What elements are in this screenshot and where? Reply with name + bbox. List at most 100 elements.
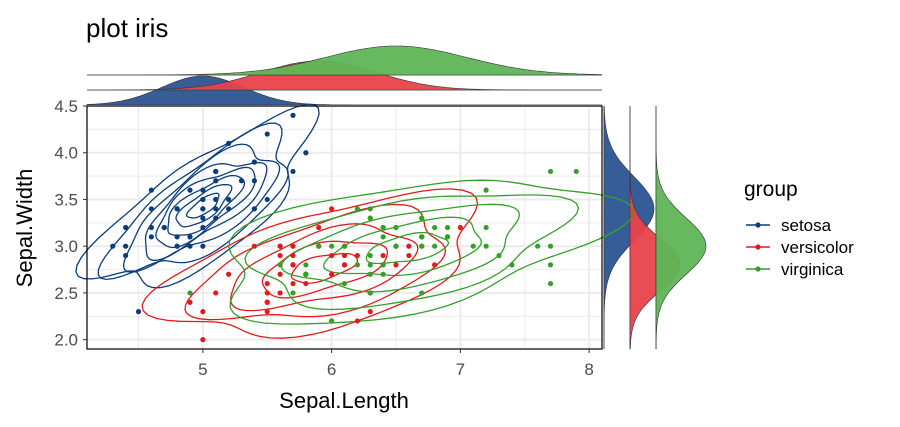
virginica-point [444,234,451,240]
virginica-point [444,224,451,231]
versicolor-point [290,280,296,287]
setosa-right-density [603,105,655,349]
x-tick-label: 8 [584,360,593,379]
setosa-contour [155,166,256,249]
virginica-point [341,243,348,249]
virginica-point [393,224,399,231]
versicolor-contour [261,240,389,299]
virginica-contour [322,216,482,277]
virginica-point [470,243,476,249]
versicolor-point [406,243,412,249]
virginica-point [367,252,373,259]
versicolor-point [290,243,296,249]
versicolor-point [329,252,335,259]
virginica-point [316,243,322,249]
virginica-point [419,234,425,240]
setosa-contour [167,174,246,236]
virginica-point [367,290,373,296]
x-axis-ticks: 5 6 7 8 [198,349,594,379]
setosa-point [148,187,154,193]
virginica-point [419,243,425,249]
virginica-point [547,243,554,249]
virginica-point [573,168,579,175]
setosa-point [135,309,142,315]
virginica-point [483,187,489,193]
versicolor-point [303,280,309,287]
virginica-contour [244,194,580,311]
legend-item-setosa: setosa [746,216,832,235]
setosa-point [174,243,180,249]
versicolor-contour [229,223,419,312]
setosa-point [123,243,129,249]
virginica-point [509,262,515,268]
versicolor-point [187,299,193,305]
setosa-point [213,215,219,221]
virginica-point [432,243,438,249]
versicolor-point [264,309,270,315]
versicolor-point [406,252,412,259]
legend-key-point [755,244,761,250]
virginica-point [547,280,554,287]
x-tick-label: 6 [327,360,336,379]
virginica-point [367,262,373,268]
versicolor-point [341,252,348,259]
setosa-point [187,234,193,240]
setosa-point [123,252,129,259]
versicolor-right-density [629,106,681,350]
setosa-point [213,168,219,175]
versicolor-point [277,252,283,259]
versicolor-point [367,309,373,315]
setosa-point [200,243,206,249]
setosa-point [213,196,219,203]
versicolor-point [264,299,270,305]
virginica-contour [365,231,450,265]
versicolor-point [290,262,296,268]
virginica-contour [228,179,635,325]
setosa-point [213,206,219,212]
setosa-point [174,234,180,240]
setosa-point [200,224,206,231]
x-tick-label: 5 [198,360,207,379]
virginica-point [483,243,489,249]
legend-title: group [744,178,798,201]
virginica-point [419,290,425,296]
versicolor-point [316,224,322,231]
setosa-point [238,178,245,184]
virginica-point [547,262,554,268]
virginica-point [483,224,489,231]
versicolor-point [200,337,206,343]
setosa-point [213,178,219,184]
versicolor-point [264,280,270,287]
virginica-point [187,290,193,296]
virginica-point [303,262,309,268]
plot-area [75,103,635,350]
legend-item-virginica: virginica [746,260,844,279]
setosa-point [148,224,154,231]
versicolor-point [226,271,232,277]
setosa-point [251,159,257,165]
setosa-point [251,178,257,184]
setosa-point [110,243,116,249]
virginica-point [432,224,438,231]
versicolor-point [329,206,335,212]
virginica-point [496,252,502,259]
virginica-point [535,243,541,249]
versicolor-contour [141,188,479,339]
virginica-point [329,243,335,249]
virginica-point [380,271,386,277]
virginica-point [547,168,554,175]
setosa-point [200,196,206,203]
top-marginal-density [86,45,603,106]
versicolor-point [200,309,206,315]
versicolor-point [354,318,360,324]
versicolor-point [251,243,257,249]
y-tick-label: 4.5 [54,97,78,116]
density-contours [75,103,635,339]
setosa-contour [185,192,220,219]
y-tick-label: 4.0 [54,144,78,163]
legend-label: versicolor [781,238,854,257]
y-tick-label: 3.0 [54,237,78,256]
setosa-point [264,196,270,203]
chart-title: plot iris [86,13,168,43]
versicolor-point [432,262,438,268]
